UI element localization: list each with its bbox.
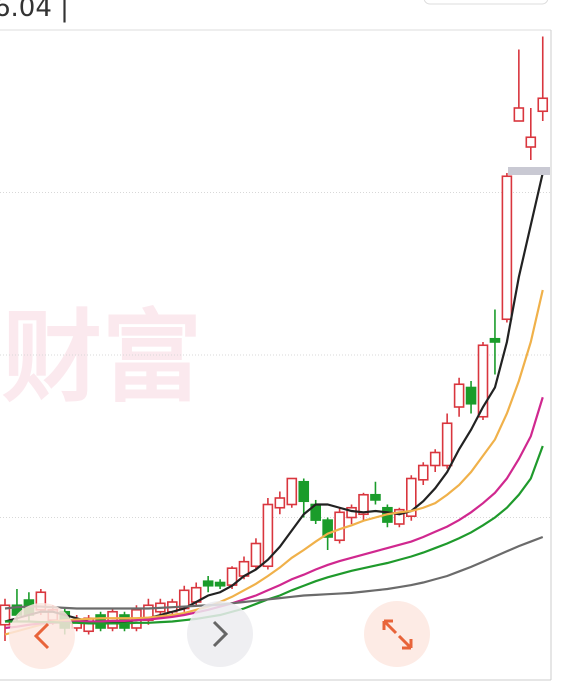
price-marker <box>508 167 550 175</box>
next-button[interactable] <box>187 601 253 667</box>
candle-body <box>501 175 513 321</box>
candle-body <box>250 542 262 568</box>
candle-body <box>537 97 549 113</box>
price-text: 6.04 | <box>0 0 69 23</box>
arrow-icon <box>33 622 50 650</box>
moving-average-line <box>4 289 544 636</box>
prev-button[interactable] <box>9 603 75 669</box>
candle-body <box>298 480 310 503</box>
candle-body <box>214 581 226 587</box>
candle-body <box>0 604 11 626</box>
candle-body <box>441 422 453 467</box>
candle-body <box>465 386 477 405</box>
candle-body <box>525 136 537 148</box>
candle-body <box>477 344 489 418</box>
moving-average-line <box>4 396 544 630</box>
button-bg[interactable] <box>187 601 253 667</box>
candle-body <box>370 493 381 501</box>
candle-body <box>513 107 525 122</box>
candle-body <box>274 497 286 509</box>
arrow-icon <box>212 620 229 648</box>
candle-body <box>286 477 298 506</box>
watermark: 财富 <box>2 299 202 416</box>
plot <box>0 36 551 641</box>
button-bg[interactable] <box>364 601 430 667</box>
candle-body <box>262 503 274 568</box>
expand-button[interactable] <box>364 601 430 667</box>
candle-body <box>346 506 357 519</box>
candle-body <box>202 580 214 587</box>
candle-body <box>394 508 405 525</box>
candle-body <box>322 519 333 538</box>
moving-average-line <box>4 535 544 610</box>
candle-body <box>405 477 417 518</box>
moving-average-line <box>5 445 544 625</box>
candle-body <box>358 493 369 516</box>
candle-body <box>429 451 441 467</box>
candle-body <box>453 383 465 408</box>
candle-body <box>489 337 501 343</box>
button-bg[interactable] <box>9 603 75 669</box>
candle-body <box>334 511 345 542</box>
candle-body <box>417 464 429 481</box>
top-control[interactable] <box>423 0 549 5</box>
expand-icon <box>382 619 413 650</box>
